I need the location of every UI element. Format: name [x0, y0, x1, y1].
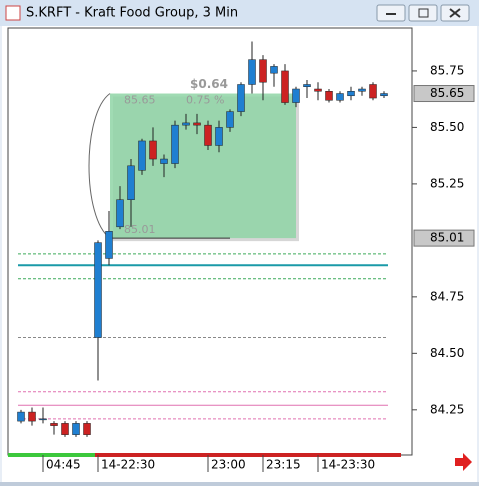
maximize-icon	[418, 8, 429, 18]
x-tick-label: 23:15	[266, 458, 301, 472]
candle-body	[204, 124, 212, 146]
x-tick-label: 14-23:30	[321, 458, 375, 472]
candle-body	[72, 423, 80, 435]
candle-body	[380, 93, 388, 97]
candle-body	[358, 88, 366, 92]
candle-body	[303, 84, 311, 87]
candle-body	[116, 199, 124, 228]
measure-box	[110, 93, 296, 239]
session-bar	[95, 453, 401, 457]
price-marker-box	[413, 229, 475, 247]
x-tick-label: 04:45	[46, 458, 81, 472]
candle-body	[281, 70, 289, 103]
measure-bracket	[88, 93, 111, 239]
candle-body	[259, 59, 267, 83]
status-edge	[0, 482, 479, 486]
candle-body	[347, 91, 355, 97]
close-icon	[449, 8, 461, 18]
candle-body	[149, 140, 157, 160]
y-tick-label: 84.50	[430, 346, 464, 360]
candle-body	[248, 59, 256, 85]
x-tick-label: 23:00	[211, 458, 246, 472]
candle-body	[182, 122, 190, 126]
y-tick-label: 85.75	[430, 63, 464, 77]
scroll-arrow[interactable]	[455, 453, 472, 471]
window-title: S.KRFT - Kraft Food Group, 3 Min	[26, 6, 238, 21]
y-tick-label: 84.25	[430, 402, 464, 416]
candle-body	[39, 418, 47, 421]
candle-body	[160, 158, 168, 164]
candle-body	[336, 93, 344, 101]
candle-body	[61, 423, 69, 435]
x-tick-label: 14-22:30	[101, 458, 155, 472]
candle-body	[105, 231, 113, 259]
candle-body	[325, 91, 333, 101]
candle-body	[270, 66, 278, 74]
y-tick-label: 85.25	[430, 176, 464, 190]
app-icon	[5, 5, 21, 21]
session-bar	[8, 453, 95, 457]
price-marker-box	[413, 85, 475, 103]
candle-body	[83, 423, 91, 435]
y-tick-label: 84.75	[430, 289, 464, 303]
candle-body	[292, 88, 300, 103]
measure-change: $0.64	[190, 77, 228, 91]
candle-body	[226, 111, 234, 128]
candle-body	[215, 127, 223, 146]
candle-body	[193, 122, 201, 126]
candle-body	[171, 124, 179, 164]
measure-percent: 0.75 %	[186, 94, 224, 107]
candle-body	[314, 88, 322, 92]
price-marker-label: 85.65	[430, 86, 464, 100]
measure-bottom: 85.01	[124, 223, 156, 236]
y-tick-label: 85.50	[430, 120, 464, 134]
candle-body	[94, 242, 102, 338]
candle-body	[50, 423, 58, 426]
candle-body	[28, 411, 36, 422]
candle-body	[369, 84, 377, 99]
candle-body	[127, 165, 135, 200]
candle-body	[237, 84, 245, 112]
maximize-button[interactable]	[408, 4, 438, 22]
measure-top: 85.65	[124, 94, 156, 107]
price-marker-label: 85.01	[430, 231, 464, 245]
candle-body	[17, 411, 25, 422]
candle-body	[138, 140, 146, 171]
